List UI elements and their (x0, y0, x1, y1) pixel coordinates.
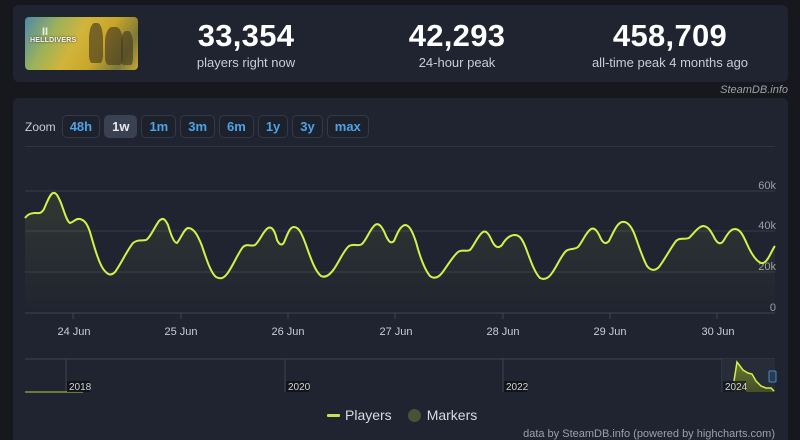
stats-card: II HELLDIVERS 33,354 players right now 4… (13, 5, 788, 82)
chart-legend: Players Markers (327, 407, 493, 423)
players-line[interactable] (24, 191, 776, 280)
svg-text:40k: 40k (758, 220, 776, 232)
svg-text:60k: 60k (758, 180, 776, 192)
circle-swatch-icon (407, 408, 421, 422)
stat-24h-peak: 42,293 24-hour peak (392, 19, 522, 71)
highcharts-credit[interactable]: data by SteamDB.info (powered by highcha… (523, 428, 775, 440)
zoom-48h-button[interactable]: 48h (61, 115, 101, 138)
stat-value: 42,293 (408, 18, 506, 53)
svg-text:26 Jun: 26 Jun (271, 326, 304, 338)
line-swatch-icon (327, 413, 340, 417)
stat-players-now: 33,354 players right now (181, 19, 311, 71)
legend-item-players[interactable]: Players (327, 407, 392, 423)
stat-value: 458,709 (612, 18, 728, 53)
stat-label: players right now (196, 55, 296, 70)
x-axis (72, 313, 718, 319)
steamdb-credit[interactable]: SteamDB.info (720, 84, 788, 96)
game-cover-image[interactable]: II HELLDIVERS (25, 17, 138, 70)
zoom-label: Zoom (25, 119, 56, 134)
stat-all-time-peak: 458,709 all-time peak 4 months ago (580, 19, 760, 71)
zoom-3m-button[interactable]: 3m (180, 115, 216, 138)
svg-text:2020: 2020 (288, 382, 311, 393)
x-axis-labels: 24 Jun 25 Jun 26 Jun 27 Jun 28 Jun 29 Ju… (57, 326, 734, 338)
legend-label: Players (345, 407, 392, 423)
zoom-3y-button[interactable]: 3y (292, 115, 323, 138)
svg-text:29 Jun: 29 Jun (593, 326, 626, 338)
legend-label: Markers (426, 407, 478, 423)
game-logo: HELLDIVERS (30, 37, 77, 44)
stat-label: 24-hour peak (418, 55, 496, 70)
stat-label: all-time peak 4 months ago (591, 55, 749, 70)
navigator[interactable]: 2018 2020 2022 2024 (25, 358, 777, 393)
divider (25, 146, 775, 147)
zoom-max-button[interactable]: max (326, 115, 369, 138)
zoom-1y-button[interactable]: 1y (257, 115, 289, 138)
players-area (25, 192, 775, 313)
svg-text:27 Jun: 27 Jun (379, 326, 412, 338)
svg-text:28 Jun: 28 Jun (486, 326, 519, 338)
zoom-1m-button[interactable]: 1m (141, 115, 177, 138)
legend-item-markers[interactable]: Markers (407, 407, 478, 423)
zoom-1w-button[interactable]: 1w (104, 115, 138, 138)
svg-text:24 Jun: 24 Jun (57, 326, 90, 338)
zoom-controls: Zoom 48h 1w 1m 3m 6m 1y 3y max (25, 115, 373, 138)
chart-panel: Zoom 48h 1w 1m 3m 6m 1y 3y max (13, 98, 788, 440)
zoom-6m-button[interactable]: 6m (219, 115, 254, 138)
stat-value: 33,354 (197, 18, 295, 53)
svg-text:30 Jun: 30 Jun (701, 326, 734, 338)
svg-text:2022: 2022 (506, 382, 529, 393)
navigator-handle-icon[interactable] (768, 370, 777, 383)
player-chart[interactable]: 60k 40k 20k 0 24 Jun 25 Jun 26 Jun 27 Ju… (13, 98, 788, 440)
svg-text:25 Jun: 25 Jun (164, 326, 197, 338)
logo-numeral-icon: II (42, 26, 49, 38)
svg-text:2018: 2018 (69, 382, 92, 393)
svg-text:2024: 2024 (725, 382, 748, 393)
